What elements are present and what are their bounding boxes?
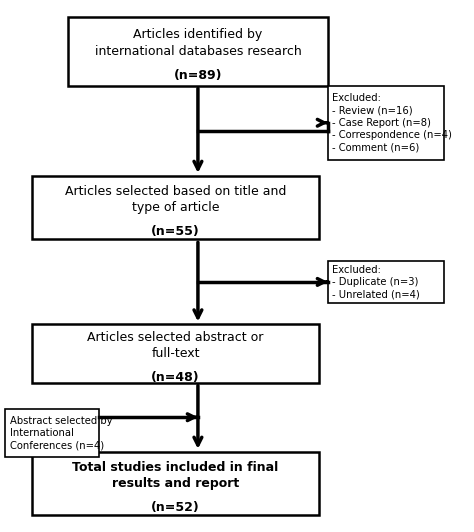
Text: Total studies included in final
results and report: Total studies included in final results … [73,461,279,490]
Text: Excluded:
- Duplicate (n=3)
- Unrelated (n=4): Excluded: - Duplicate (n=3) - Unrelated … [332,264,420,300]
Text: Articles selected based on title and
type of article: Articles selected based on title and typ… [65,185,286,214]
Text: (n=52): (n=52) [151,501,200,514]
Text: Excluded:
- Review (n=16)
- Case Report (n=8)
- Correspondence (n=4)
- Comment (: Excluded: - Review (n=16) - Case Report … [332,93,452,153]
Text: Articles selected abstract or
full-text: Articles selected abstract or full-text [87,331,264,360]
FancyBboxPatch shape [68,16,328,86]
Text: Abstract selected by
International
Conferences (n=4): Abstract selected by International Confe… [9,415,112,451]
Text: (n=89): (n=89) [173,69,222,82]
FancyBboxPatch shape [32,452,319,516]
Text: (n=55): (n=55) [151,226,200,238]
Text: (n=48): (n=48) [151,371,200,384]
Text: Articles identified by
international databases research: Articles identified by international dat… [94,28,301,58]
FancyBboxPatch shape [5,409,100,457]
FancyBboxPatch shape [328,86,445,160]
FancyBboxPatch shape [32,176,319,239]
FancyBboxPatch shape [32,325,319,383]
FancyBboxPatch shape [328,261,445,303]
